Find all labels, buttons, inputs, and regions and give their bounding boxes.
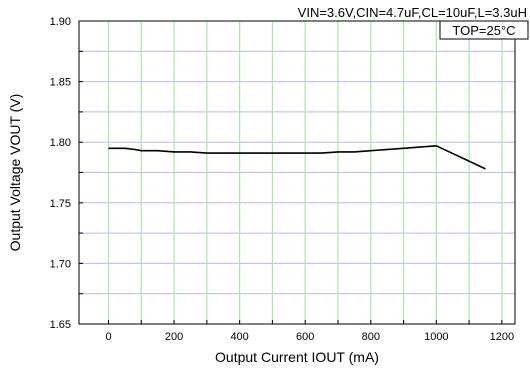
x-tick-label: 1200 [490,331,514,343]
x-tick-label: 0 [105,331,111,343]
x-tick-label: 600 [296,331,314,343]
y-tick-label: 1.65 [50,319,71,331]
x-tick-label: 400 [230,331,248,343]
series-line [108,145,486,170]
y-tick-label: 1.90 [50,16,71,28]
y-axis-title: Output Voltage VOUT (V) [7,94,23,252]
y-tick-labels: 1.65 1.70 1.75 1.80 1.85 1.90 [50,16,71,331]
major-grid [107,21,503,324]
x-tick-label: 200 [165,331,183,343]
x-axis-title: Output Current IOUT (mA) [215,349,379,365]
y-tick-label: 1.85 [50,77,71,89]
temperature-annotation-box [439,20,529,40]
minor-grid [79,50,515,295]
x-tick-label: 800 [362,331,380,343]
x-tick-label: 1000 [424,331,448,343]
test-conditions-annotation: VIN=3.6V,CIN=4.7uF,CL=10uF,L=3.3uH [298,5,527,20]
axis-ticks [79,50,503,324]
temperature-annotation: TOP=25°C [452,23,515,38]
series-group [108,145,486,170]
x-tick-labels: 0 200 400 600 800 1000 1200 [105,331,514,343]
y-tick-label: 1.75 [50,198,71,210]
y-tick-label: 1.80 [50,137,71,149]
y-tick-label: 1.70 [50,258,71,270]
